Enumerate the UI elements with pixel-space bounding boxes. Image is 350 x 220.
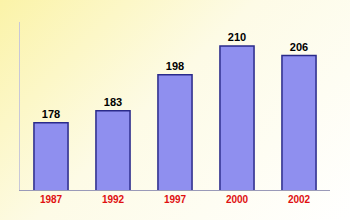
svg-text:1987: 1987 bbox=[40, 194, 63, 205]
svg-text:2002: 2002 bbox=[288, 194, 311, 205]
svg-text:178: 178 bbox=[42, 108, 60, 120]
svg-text:1997: 1997 bbox=[164, 194, 187, 205]
svg-text:206: 206 bbox=[290, 41, 308, 53]
svg-text:198: 198 bbox=[166, 60, 184, 72]
svg-text:183: 183 bbox=[104, 96, 122, 108]
svg-text:2000: 2000 bbox=[226, 194, 249, 205]
svg-text:210: 210 bbox=[228, 31, 246, 43]
svg-text:1992: 1992 bbox=[102, 194, 125, 205]
